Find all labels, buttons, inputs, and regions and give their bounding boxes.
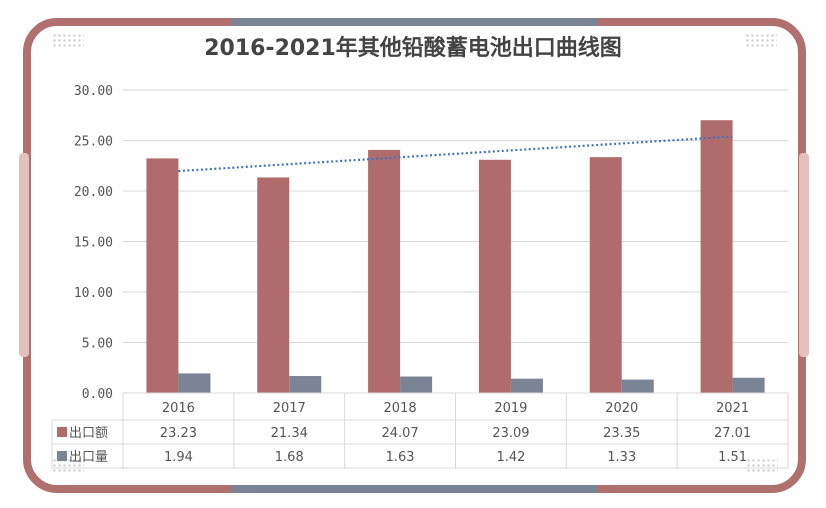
bar-export-value bbox=[146, 158, 179, 393]
bar-export-volume bbox=[732, 377, 765, 393]
bar-export-value bbox=[700, 120, 733, 393]
y-tick-label: 5.00 bbox=[82, 337, 113, 352]
y-tick-label: 25.00 bbox=[74, 135, 113, 150]
y-tick-label: 20.00 bbox=[74, 185, 113, 200]
bar-export-volume bbox=[621, 379, 654, 393]
legend-label: 出口额 bbox=[69, 426, 108, 441]
legend-swatch bbox=[57, 427, 67, 437]
trendline bbox=[178, 135, 733, 173]
frame-bottom-accent bbox=[232, 485, 598, 493]
legend-label: 出口量 bbox=[69, 450, 108, 465]
bar-export-volume bbox=[510, 378, 543, 393]
dot-pattern bbox=[52, 458, 84, 474]
bar-export-value bbox=[589, 157, 622, 393]
y-tick-label: 30.00 bbox=[74, 84, 113, 99]
x-category-label: 2018 bbox=[384, 401, 417, 416]
table-cell: 23.09 bbox=[492, 426, 529, 441]
x-category-label: 2021 bbox=[716, 401, 749, 416]
x-category-label: 2020 bbox=[605, 401, 638, 416]
table-cell: 21.34 bbox=[271, 426, 308, 441]
table-cell: 23.23 bbox=[160, 426, 197, 441]
left-side-tab bbox=[19, 153, 29, 357]
table-cell: 1.63 bbox=[386, 450, 415, 465]
x-category-label: 2016 bbox=[162, 401, 195, 416]
table-cell: 1.94 bbox=[164, 450, 193, 465]
table-cell: 1.68 bbox=[275, 450, 304, 465]
table-cell: 1.42 bbox=[496, 450, 525, 465]
legend-swatch bbox=[57, 451, 67, 461]
y-tick-label: 10.00 bbox=[74, 286, 113, 301]
frame-top-accent bbox=[232, 18, 598, 26]
table-cell: 1.33 bbox=[607, 450, 636, 465]
bar-export-value bbox=[478, 159, 511, 393]
x-category-label: 2017 bbox=[273, 401, 306, 416]
dot-pattern bbox=[746, 458, 778, 474]
right-side-tab bbox=[799, 153, 809, 357]
chart-title: 2016-2021年其他铅酸蓄电池出口曲线图 bbox=[204, 36, 622, 61]
bar-export-volume bbox=[400, 376, 433, 393]
table-cell: 23.35 bbox=[603, 426, 640, 441]
bar-export-value bbox=[368, 149, 401, 393]
dot-pattern bbox=[745, 33, 777, 49]
table-cell: 27.01 bbox=[714, 426, 751, 441]
bar-export-volume bbox=[289, 376, 322, 393]
y-tick-label: 0.00 bbox=[82, 387, 113, 402]
bar-export-value bbox=[257, 177, 290, 393]
table-cell: 24.07 bbox=[381, 426, 418, 441]
x-category-label: 2019 bbox=[494, 401, 527, 416]
dot-pattern bbox=[52, 33, 84, 49]
bar-export-volume bbox=[178, 373, 211, 393]
y-tick-label: 15.00 bbox=[74, 236, 113, 251]
table-cell: 1.51 bbox=[718, 450, 747, 465]
